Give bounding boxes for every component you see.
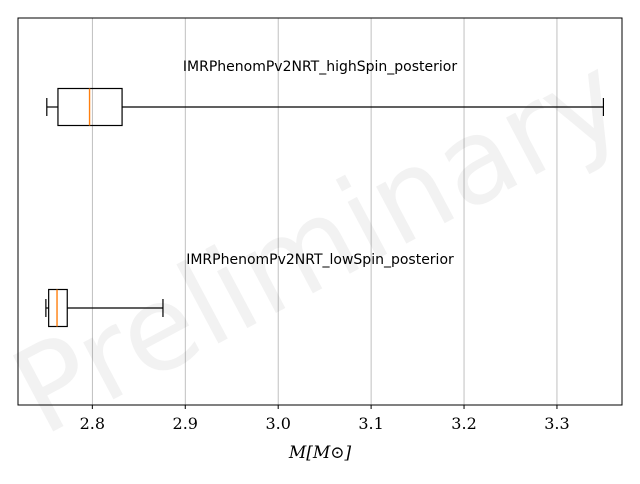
x-tick-label: 2.8 <box>80 414 105 433</box>
x-tick-label: 3.0 <box>265 414 290 433</box>
box-plots: IMRPhenomPv2NRT_highSpin_posterior IMRPhe… <box>45 59 605 328</box>
grid-lines <box>91 18 558 405</box>
box-plot-2: IMRPhenomPv2NRT_lowSpin_posterior <box>45 252 454 328</box>
x-tick-label: 3.2 <box>451 414 476 433</box>
box-plot-1: IMRPhenomPv2NRT_highSpin_posterior <box>46 59 605 127</box>
x-axis-label: M[M⊙] <box>288 443 352 463</box>
series-label: IMRPhenomPv2NRT_highSpin_posterior <box>183 59 457 75</box>
plot-frame <box>17 17 623 406</box>
preliminary-watermark: Preliminary <box>0 27 640 462</box>
x-tick-label: 3.3 <box>544 414 569 433</box>
iqr-box <box>48 288 68 328</box>
x-tick-label: 3.1 <box>358 414 383 433</box>
x-tick-label: 2.9 <box>173 414 198 433</box>
series-label: IMRPhenomPv2NRT_lowSpin_posterior <box>186 252 454 268</box>
x-axis-ticks: 2.8 2.9 3.0 3.1 3.2 3.3 <box>80 405 570 433</box>
